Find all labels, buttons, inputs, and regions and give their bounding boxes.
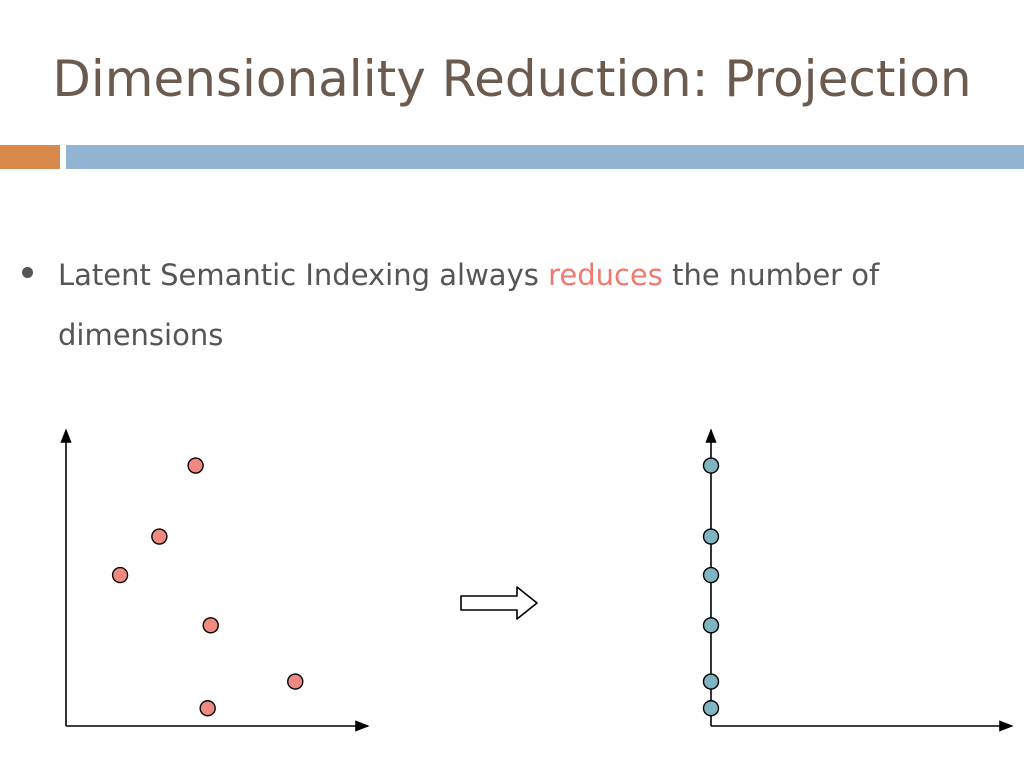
data-point-original-1: [187, 457, 204, 474]
data-point-original-5: [287, 673, 304, 690]
bullet-dot-icon: [22, 267, 33, 278]
data-point-projected-4: [702, 617, 720, 634]
data-point-original-3: [111, 566, 129, 584]
projected-space-plot: [702, 428, 1014, 732]
data-point-projected-5: [702, 673, 720, 690]
bullet-text-after: the number of dimensions: [58, 258, 880, 352]
data-point-projected-2: [702, 528, 720, 545]
slide-title: Dimensionality Reduction: Projection: [52, 50, 972, 108]
accent-bar-blue: [66, 145, 1024, 169]
data-point-original-4: [202, 617, 219, 634]
bullet-text: Latent Semantic Indexing always reduces …: [58, 245, 958, 365]
data-point-projected-1: [702, 457, 720, 474]
original-space-plot: [60, 428, 370, 732]
data-point-projected-6: [702, 700, 720, 717]
right-arrow-icon: [460, 586, 538, 620]
data-point-original-2: [151, 528, 168, 545]
bullet-text-before: Latent Semantic Indexing always: [58, 258, 549, 292]
data-point-original-6: [199, 700, 216, 717]
accent-bar-orange: [0, 145, 60, 169]
bullet-highlight-word: reduces: [548, 258, 663, 292]
data-point-projected-3: [702, 566, 720, 584]
